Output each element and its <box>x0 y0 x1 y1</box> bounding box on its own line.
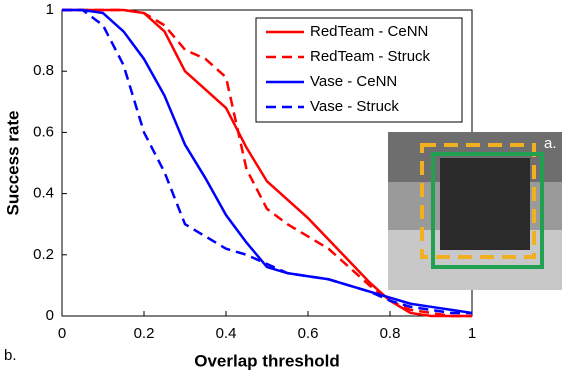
photo-object <box>440 158 530 250</box>
legend-label: Vase - CeNN <box>310 73 397 90</box>
x-tick-label: 0.8 <box>380 325 401 342</box>
y-tick-label: 0.6 <box>33 123 54 140</box>
y-axis-label: Success rate <box>3 111 22 216</box>
inset-image: a. <box>388 132 562 290</box>
legend-label: RedTeam - CeNN <box>310 23 428 40</box>
series-line <box>62 8 473 315</box>
legend-label: RedTeam - Struck <box>310 48 431 65</box>
series-line <box>62 8 472 318</box>
x-tick-label: 1 <box>468 325 476 342</box>
struck-box <box>420 143 536 259</box>
y-tick-label: 0.4 <box>33 185 54 202</box>
x-tick-label: 0 <box>58 325 66 342</box>
x-axis-label: Overlap threshold <box>194 351 339 370</box>
annotation: b. <box>4 347 17 364</box>
annotation: a. <box>544 135 557 152</box>
cenn-box <box>431 152 544 269</box>
legend-box <box>255 17 463 123</box>
x-tick-label: 0.2 <box>134 325 155 342</box>
y-tick-label: 1 <box>46 1 54 18</box>
x-tick-label: 0.6 <box>298 325 319 342</box>
y-tick-label: 0.8 <box>33 62 54 79</box>
y-tick-label: 0 <box>46 307 54 324</box>
x-tick-label: 0.4 <box>216 325 237 342</box>
legend-label: Vase - Struck <box>310 98 399 115</box>
series-line <box>62 8 472 315</box>
y-tick-label: 0.2 <box>33 246 54 263</box>
